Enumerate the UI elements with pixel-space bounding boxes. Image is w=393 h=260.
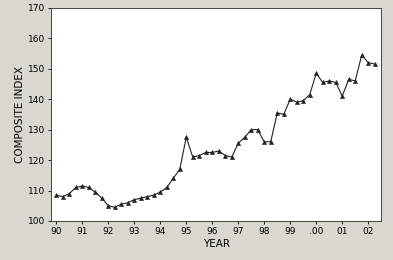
Y-axis label: COMPOSITE INDEX: COMPOSITE INDEX [15,66,25,163]
X-axis label: YEAR: YEAR [203,239,230,249]
